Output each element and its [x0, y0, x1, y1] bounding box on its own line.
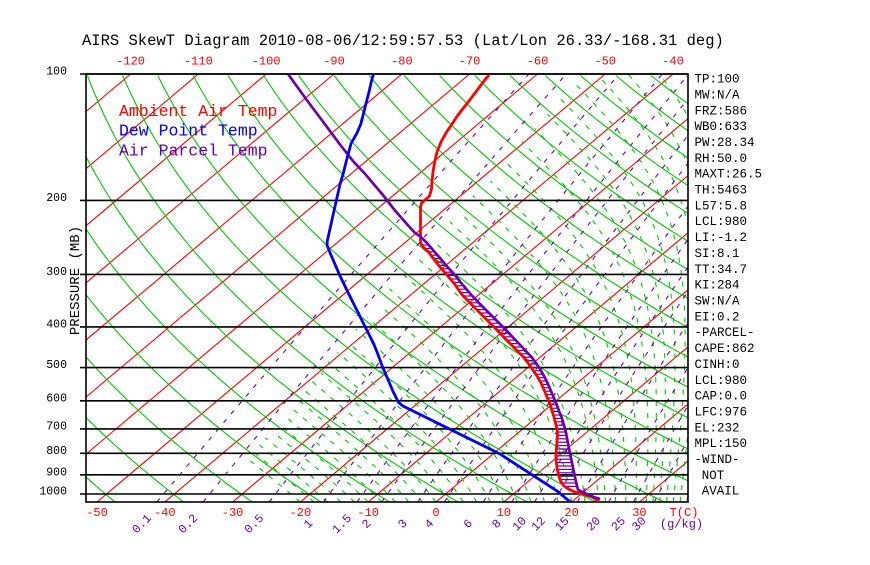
svg-text:-50: -50: [594, 55, 616, 69]
svg-text:20: 20: [564, 506, 578, 520]
svg-text:MW:N/A: MW:N/A: [695, 89, 741, 103]
svg-text:500: 500: [46, 359, 67, 372]
svg-text:PRESSURE (MB): PRESSURE (MB): [68, 226, 84, 335]
svg-text:RH:50.0: RH:50.0: [695, 152, 748, 166]
svg-text:AVAIL: AVAIL: [702, 485, 740, 499]
svg-text:10: 10: [497, 506, 511, 520]
svg-text:700: 700: [46, 420, 67, 433]
svg-text:CAPE:862: CAPE:862: [695, 342, 755, 356]
svg-text:TP:100: TP:100: [695, 73, 740, 87]
svg-text:Ambient Air Temp: Ambient Air Temp: [119, 102, 277, 121]
svg-text:1000: 1000: [39, 486, 67, 499]
svg-text:AIRS SkewT Diagram 2010-08-06/: AIRS SkewT Diagram 2010-08-06/12:59:57.5…: [82, 32, 724, 50]
svg-text:-120: -120: [116, 55, 145, 69]
svg-text:CAP:0.0: CAP:0.0: [695, 390, 748, 404]
svg-text:-WIND-: -WIND-: [695, 453, 740, 467]
svg-text:EI:0.2: EI:0.2: [695, 310, 740, 324]
svg-text:LI:-1.2: LI:-1.2: [695, 231, 748, 245]
svg-text:-90: -90: [323, 55, 345, 69]
svg-text:0: 0: [432, 506, 439, 520]
svg-text:-30: -30: [222, 506, 244, 520]
svg-text:CINH:0: CINH:0: [695, 358, 740, 372]
svg-text:NOT: NOT: [702, 469, 725, 483]
svg-text:TT:34.7: TT:34.7: [695, 263, 748, 277]
svg-text:-10: -10: [357, 506, 379, 520]
svg-text:SI:8.1: SI:8.1: [695, 247, 740, 261]
svg-text:30: 30: [632, 506, 646, 520]
svg-text:MAXT:26.5: MAXT:26.5: [695, 168, 763, 182]
svg-text:LFC:976: LFC:976: [695, 406, 748, 420]
svg-text:400: 400: [46, 318, 67, 331]
svg-text:-50: -50: [86, 506, 108, 520]
svg-text:100: 100: [46, 66, 67, 79]
svg-text:-40: -40: [662, 55, 684, 69]
svg-text:T(C): T(C): [670, 506, 699, 520]
svg-text:-70: -70: [459, 55, 481, 69]
svg-text:Air Parcel Temp: Air Parcel Temp: [119, 142, 268, 161]
svg-text:900: 900: [46, 466, 67, 479]
svg-text:800: 800: [46, 445, 67, 458]
svg-text:SW:N/A: SW:N/A: [695, 295, 741, 309]
svg-text:WB0:633: WB0:633: [695, 120, 748, 134]
svg-text:EL:232: EL:232: [695, 421, 740, 435]
svg-text:-80: -80: [391, 55, 413, 69]
svg-text:-60: -60: [527, 55, 549, 69]
svg-text:200: 200: [46, 192, 67, 205]
svg-text:-110: -110: [184, 55, 213, 69]
svg-text:300: 300: [46, 266, 67, 279]
svg-text:Dew Point Temp: Dew Point Temp: [119, 122, 258, 141]
svg-text:TH:5463: TH:5463: [695, 184, 748, 198]
svg-text:KI:284: KI:284: [695, 279, 740, 293]
svg-text:(g/kg): (g/kg): [660, 518, 703, 532]
svg-text:PW:28.34: PW:28.34: [695, 136, 755, 150]
svg-text:FRZ:586: FRZ:586: [695, 104, 748, 118]
svg-text:-100: -100: [252, 55, 281, 69]
svg-text:LCL:980: LCL:980: [695, 374, 748, 388]
svg-text:-20: -20: [290, 506, 312, 520]
svg-text:-PARCEL-: -PARCEL-: [695, 326, 755, 340]
svg-text:LCL:980: LCL:980: [695, 215, 748, 229]
svg-text:-40: -40: [154, 506, 176, 520]
svg-text:600: 600: [46, 392, 67, 405]
svg-text:MPL:150: MPL:150: [695, 437, 748, 451]
svg-text:L57:5.8: L57:5.8: [695, 199, 748, 213]
